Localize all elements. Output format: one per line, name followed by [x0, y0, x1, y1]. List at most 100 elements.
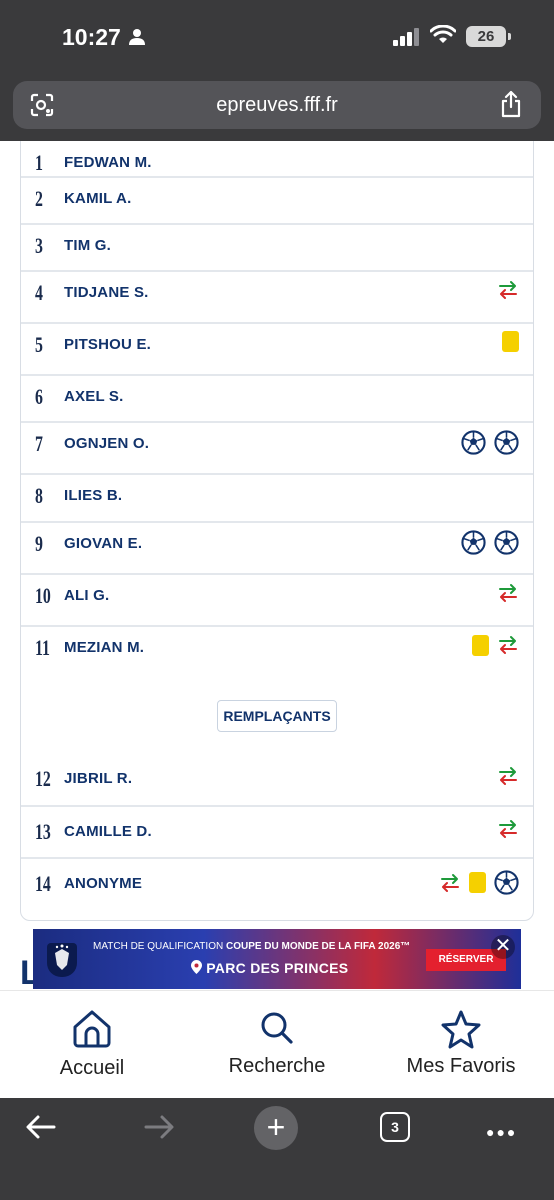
player-name: CAMILLE D. [64, 823, 152, 840]
player-row[interactable]: 2 KAMIL A. [21, 178, 533, 225]
yellow-card-icon [472, 634, 489, 656]
player-name: PITSHOU E. [64, 336, 152, 353]
substitution-icon [439, 872, 461, 894]
more-menu-icon[interactable]: ●●● [486, 1124, 518, 1140]
player-event-icons [461, 430, 519, 455]
player-event-icons [502, 331, 519, 352]
player-number: 13 [35, 819, 51, 844]
nav-home-label: Accueil [59, 1057, 125, 1079]
player-event-icons [439, 870, 519, 895]
nav-search-label: Recherche [228, 1055, 326, 1077]
search-icon [261, 1012, 293, 1044]
ad-banner[interactable]: MATCH DE QUALIFICATION COUPE DU MONDE DE… [33, 929, 521, 989]
reserve-button[interactable]: RÉSERVER [426, 949, 506, 971]
yellow-card-icon [502, 331, 519, 352]
substitution-icon [497, 582, 519, 604]
player-name: KAMIL A. [64, 190, 132, 207]
player-row[interactable]: 10 ALI G. [21, 575, 533, 627]
player-number: 3 [35, 233, 43, 258]
substitution-icon [497, 634, 519, 656]
match-lineup-content: 1 FEDWAN M. 2 KAMIL A. 3 TIM G. 4 TIDJANE S. 5 PI… [0, 141, 554, 990]
player-number: 5 [35, 332, 43, 357]
goal-ball-icon [494, 870, 519, 895]
banner-headline-prefix: MATCH DE QUALIFICATION [93, 941, 226, 952]
player-name: FEDWAN M. [64, 154, 152, 171]
status-bar: 10:27 26 [0, 0, 554, 76]
location-pin-icon [191, 960, 206, 976]
fff-logo-icon [47, 943, 77, 977]
player-number: 9 [35, 531, 43, 556]
player-row[interactable]: 12 JIBRIL R. [21, 754, 533, 807]
player-number: 4 [35, 280, 43, 305]
banner-headline-bold: COUPE DU MONDE DE LA FIFA 2026™ [225, 941, 411, 952]
player-number: 12 [35, 766, 51, 791]
address-bar[interactable]: epreuves.fff.fr [13, 81, 541, 129]
home-icon [73, 1010, 111, 1048]
player-row[interactable]: 13 CAMILLE D. [21, 807, 533, 859]
back-arrow-icon[interactable] [24, 1110, 58, 1144]
player-number: 10 [35, 583, 51, 608]
player-name: ANONYME [64, 875, 143, 892]
browser-toolbar: epreuves.fff.fr [0, 76, 554, 141]
wifi-icon [430, 25, 456, 43]
forward-arrow-icon[interactable] [142, 1110, 176, 1144]
substitutes-label[interactable]: REMPLAÇANTS [217, 700, 337, 732]
share-icon[interactable] [499, 90, 523, 118]
new-tab-button[interactable]: + [254, 1106, 298, 1150]
status-time: 10:27 [62, 24, 121, 50]
goal-ball-icon [494, 530, 519, 555]
player-number: 1 [35, 150, 43, 175]
close-icon[interactable]: ✕ [491, 935, 515, 959]
player-event-icons [497, 582, 519, 604]
banner-headline: MATCH DE QUALIFICATION COUPE DU MONDE DE… [93, 941, 410, 952]
player-row[interactable]: 7 OGNJEN O. [21, 423, 533, 475]
player-row[interactable]: 8 ILIES B. [21, 475, 533, 523]
player-name: OGNJEN O. [64, 435, 150, 452]
player-row[interactable]: 9 GIOVAN E. [21, 523, 533, 575]
signal-icon [393, 28, 419, 46]
player-row[interactable]: 6 AXEL S. [21, 376, 533, 423]
player-row[interactable]: 3 TIM G. [21, 225, 533, 272]
player-row[interactable]: 5 PITSHOU E. [21, 324, 533, 376]
substitution-icon [497, 765, 519, 787]
player-name: GIOVAN E. [64, 535, 143, 552]
goal-ball-icon [461, 530, 486, 555]
nav-favorites[interactable]: Mes Favoris [371, 1009, 551, 1078]
player-row[interactable]: 11 MEZIAN M. [21, 627, 533, 683]
url-text: epreuves.fff.fr [216, 94, 338, 116]
tabs-button[interactable]: 3 [380, 1112, 410, 1142]
player-event-icons [497, 765, 519, 787]
player-number: 8 [35, 483, 43, 508]
player-name: ILIES B. [64, 487, 123, 504]
player-name: TIDJANE S. [64, 284, 149, 301]
substitutes-header: REMPLAÇANTS [0, 700, 554, 732]
star-icon [441, 1010, 481, 1049]
player-event-icons [461, 530, 519, 555]
browser-bottom-toolbar: + 3 ●●● [0, 1098, 554, 1200]
player-row[interactable]: 14 ANONYME [21, 859, 533, 911]
substitution-icon [497, 818, 519, 840]
player-number: 2 [35, 186, 43, 211]
player-number: 11 [35, 635, 50, 660]
player-name: TIM G. [64, 237, 112, 254]
person-icon [129, 29, 145, 45]
player-number: 6 [35, 384, 43, 409]
substitution-icon [497, 279, 519, 301]
nav-home[interactable]: Accueil [2, 1009, 182, 1080]
player-event-icons [497, 818, 519, 840]
banner-venue: PARC DES PRINCES [191, 960, 348, 976]
player-row[interactable]: 4 TIDJANE S. [21, 272, 533, 324]
nav-search[interactable]: Recherche [187, 1009, 367, 1078]
player-number: 7 [35, 431, 43, 456]
goal-ball-icon [494, 430, 519, 455]
goal-ball-icon [461, 430, 486, 455]
player-event-icons [472, 634, 519, 656]
player-name: ALI G. [64, 587, 110, 604]
yellow-card-icon [469, 872, 486, 893]
player-name: MEZIAN M. [64, 639, 145, 656]
player-row[interactable]: 1 FEDWAN M. [21, 141, 533, 178]
bottom-navigation: Accueil Recherche Mes Favoris [0, 990, 554, 1098]
player-event-icons [497, 279, 519, 301]
player-name: JIBRIL R. [64, 770, 133, 787]
lens-icon[interactable] [29, 92, 55, 118]
